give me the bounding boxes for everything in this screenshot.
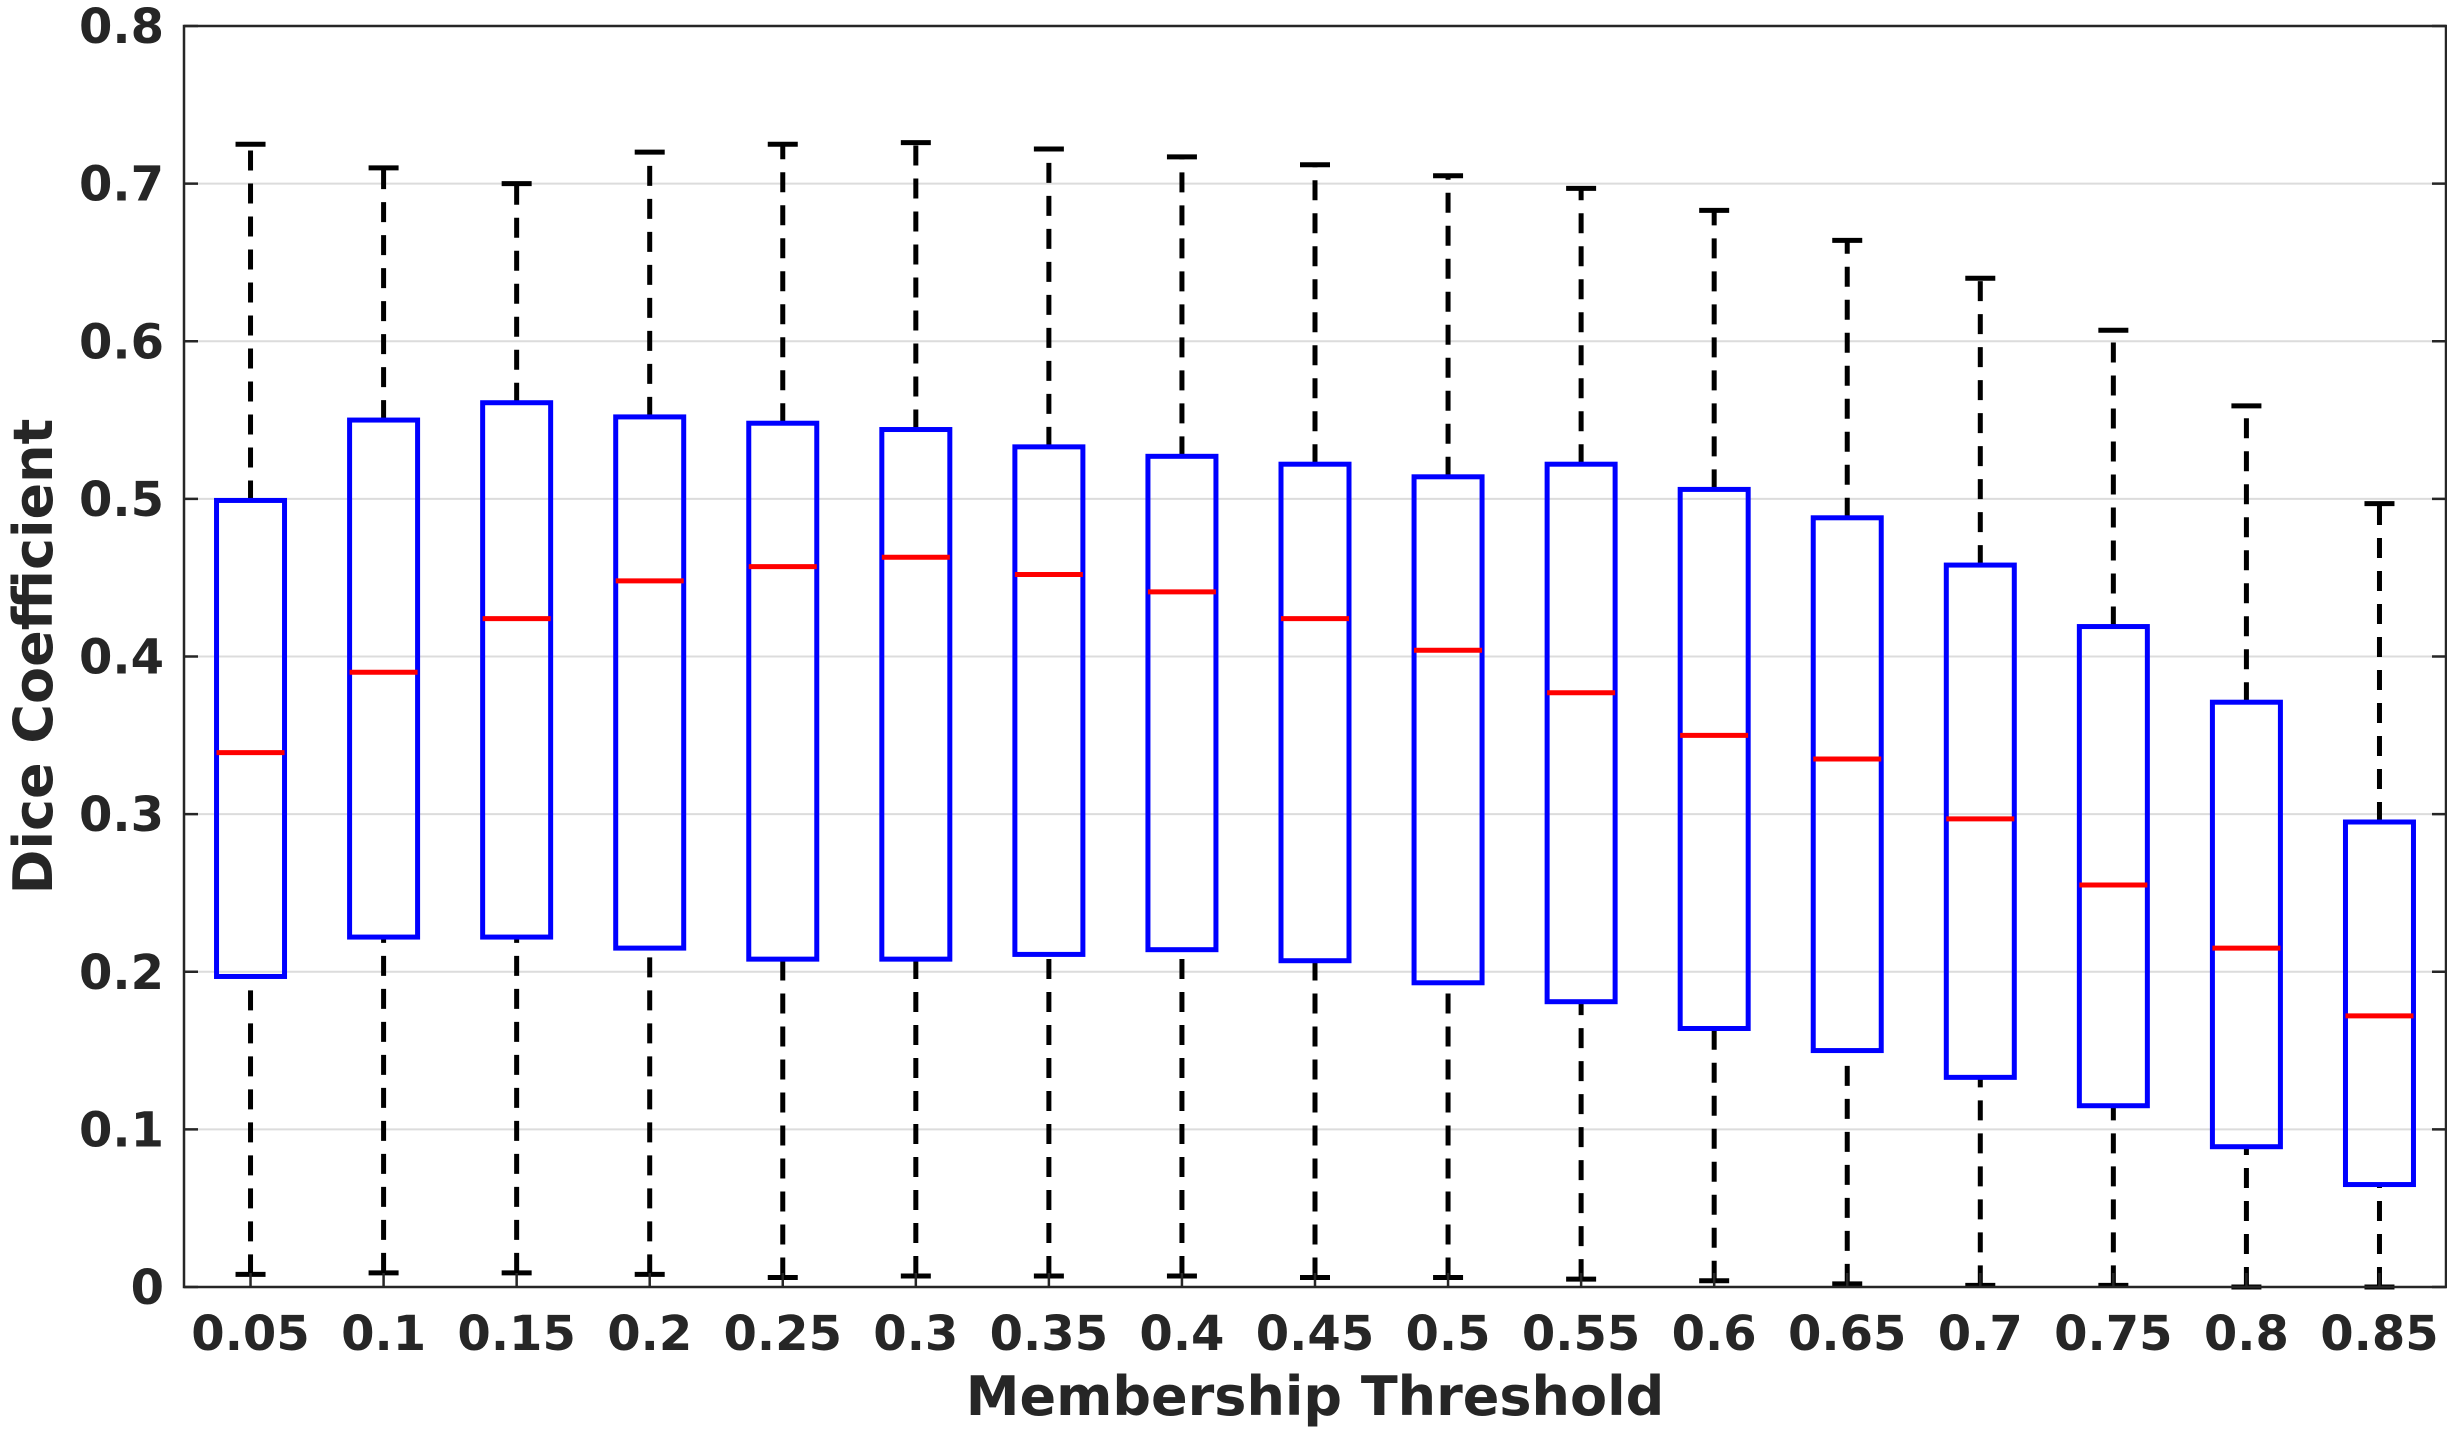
y-tick-label: 0.2: [79, 945, 164, 1001]
x-tick-label: 0.45: [1256, 1306, 1374, 1362]
iqr-box: [214, 497, 288, 979]
x-tick-label: 0.1: [341, 1306, 426, 1362]
box-0.65: [1810, 237, 1884, 1287]
iqr-box: [2076, 624, 2150, 1109]
box-0.55: [1544, 185, 1618, 1282]
x-tick-label: 0.6: [1672, 1306, 1757, 1362]
box-0.5: [1411, 173, 1485, 1281]
x-tick-label: 0.35: [990, 1306, 1108, 1362]
x-tick-label: 0.4: [1139, 1306, 1224, 1362]
iqr-box: [1544, 461, 1618, 1005]
x-tick-label: 0.3: [873, 1306, 958, 1362]
grid-lines: [184, 182, 2446, 1131]
iqr-box: [1677, 486, 1751, 1031]
x-tick-label: 0.85: [2320, 1306, 2438, 1362]
box-0.35: [1012, 146, 1086, 1279]
box-0.15: [480, 181, 554, 1276]
iqr-box: [1810, 515, 1884, 1054]
box-0.75: [2076, 327, 2150, 1288]
y-tick-label: 0.5: [79, 472, 164, 528]
iqr-box: [1278, 461, 1352, 964]
box-0.1: [347, 165, 421, 1276]
x-tick-label: 0.2: [607, 1306, 692, 1362]
y-tick-label: 0.4: [79, 630, 164, 686]
x-tick-label: 0.05: [191, 1306, 309, 1362]
x-tick-label: 0.15: [457, 1306, 575, 1362]
iqr-box: [613, 414, 687, 951]
x-tick-label: 0.7: [1938, 1306, 2023, 1362]
iqr-box: [2342, 819, 2416, 1188]
y-tick-label: 0.7: [79, 157, 164, 213]
box-0.8: [2209, 403, 2283, 1290]
iqr-box: [1145, 453, 1219, 953]
box-0.45: [1278, 162, 1352, 1281]
box-series: [214, 140, 2416, 1290]
y-tick-label: 0.1: [79, 1102, 164, 1158]
iqr-box: [1012, 444, 1086, 957]
x-tick-label: 0.55: [1522, 1306, 1640, 1362]
y-axis-title: Dice Coefficient: [2, 419, 65, 895]
x-tick-label: 0.8: [2204, 1306, 2289, 1362]
x-tick-label: 0.5: [1406, 1306, 1491, 1362]
box-0.25: [746, 141, 820, 1281]
x-tick-label: 0.75: [2054, 1306, 2172, 1362]
iqr-box: [480, 400, 554, 940]
y-tick-label: 0.6: [79, 314, 164, 370]
iqr-box: [2209, 699, 2283, 1150]
box-0.85: [2342, 501, 2416, 1290]
box-0.7: [1943, 275, 2017, 1288]
box-0.3: [879, 140, 953, 1279]
x-tick-label: 0.25: [724, 1306, 842, 1362]
x-tick-label: 0.65: [1788, 1306, 1906, 1362]
iqr-box: [1411, 474, 1485, 986]
y-tick-label: 0.8: [79, 0, 164, 55]
box-0.05: [214, 141, 288, 1277]
y-tick-label: 0.3: [79, 787, 164, 843]
iqr-box: [746, 420, 820, 962]
y-tick-label: 0: [131, 1260, 164, 1316]
x-axis-title: Membership Threshold: [966, 1365, 1664, 1428]
axis-ticks: 0 0.1 0.2 0.3 0.4 0.5 0.6 0.7 0.8 0.05 0.1 0.15 0.2 0…: [79, 0, 2446, 1362]
box-0.4: [1145, 154, 1219, 1279]
iqr-box: [347, 417, 421, 940]
box-0.6: [1677, 207, 1751, 1284]
iqr-box: [879, 427, 953, 962]
box-0.2: [613, 149, 687, 1277]
